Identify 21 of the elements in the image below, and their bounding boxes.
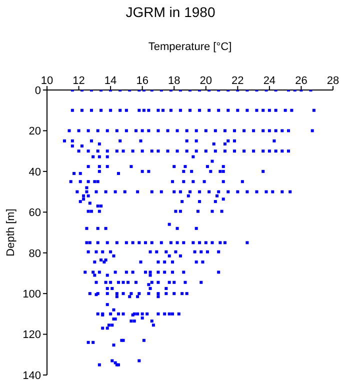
x-tick-label: 26 xyxy=(295,75,308,87)
y-tick-label: 20 xyxy=(28,126,41,138)
y-tick-label: 140 xyxy=(22,370,41,382)
y-tick-label: 120 xyxy=(22,329,41,342)
x-tick-label: 10 xyxy=(40,75,54,87)
x-tick-label: 28 xyxy=(326,75,340,87)
x-tick-label: 20 xyxy=(200,75,212,87)
x-tick-label: 14 xyxy=(104,75,117,87)
y-axis-title: Depth [m] xyxy=(4,208,17,256)
chart-title: JGRM in 1980 xyxy=(124,4,216,20)
y-tick-label: 100 xyxy=(22,288,41,300)
x-tick-label: 22 xyxy=(232,75,244,87)
x-tick-label: 12 xyxy=(72,75,85,87)
y-tick-label: 80 xyxy=(28,248,41,260)
x-tick-label: 24 xyxy=(263,75,276,87)
y-tick-label: 60 xyxy=(28,207,41,220)
x-tick-label: 18 xyxy=(168,75,180,87)
y-tick-label: 40 xyxy=(28,166,41,178)
y-tick-label: 0 xyxy=(34,84,41,97)
x-tick-label: 16 xyxy=(136,75,148,87)
x-axis-title: Temperature [°C] xyxy=(147,41,233,53)
